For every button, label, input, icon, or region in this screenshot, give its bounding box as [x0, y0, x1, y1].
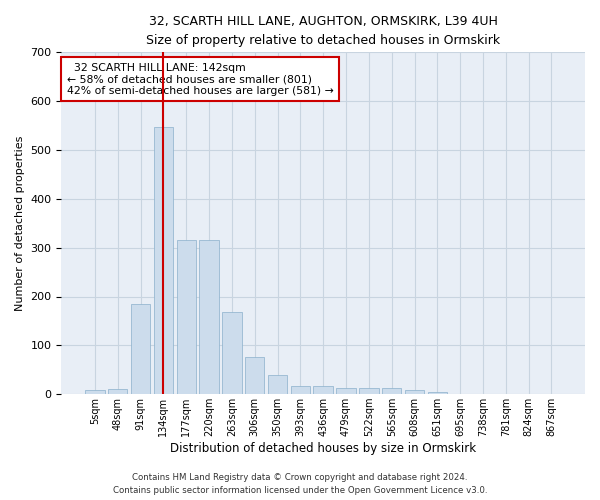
Bar [154, 126, 173, 394]
Bar [290, 386, 310, 394]
Bar [313, 386, 333, 394]
Bar [359, 388, 379, 394]
Text: 32 SCARTH HILL LANE: 142sqm
← 58% of detached houses are smaller (801)
42% of se: 32 SCARTH HILL LANE: 142sqm ← 58% of det… [67, 62, 334, 96]
Bar [199, 240, 219, 394]
Bar [176, 240, 196, 394]
Bar [131, 304, 150, 394]
Bar [405, 390, 424, 394]
Y-axis label: Number of detached properties: Number of detached properties [15, 136, 25, 311]
Title: 32, SCARTH HILL LANE, AUGHTON, ORMSKIRK, L39 4UH
Size of property relative to de: 32, SCARTH HILL LANE, AUGHTON, ORMSKIRK,… [146, 15, 500, 47]
Bar [245, 356, 265, 394]
X-axis label: Distribution of detached houses by size in Ormskirk: Distribution of detached houses by size … [170, 442, 476, 455]
Bar [108, 390, 127, 394]
Text: Contains HM Land Registry data © Crown copyright and database right 2024.
Contai: Contains HM Land Registry data © Crown c… [113, 474, 487, 495]
Bar [382, 388, 401, 394]
Bar [428, 392, 447, 394]
Bar [337, 388, 356, 394]
Bar [268, 374, 287, 394]
Bar [85, 390, 104, 394]
Bar [222, 312, 242, 394]
